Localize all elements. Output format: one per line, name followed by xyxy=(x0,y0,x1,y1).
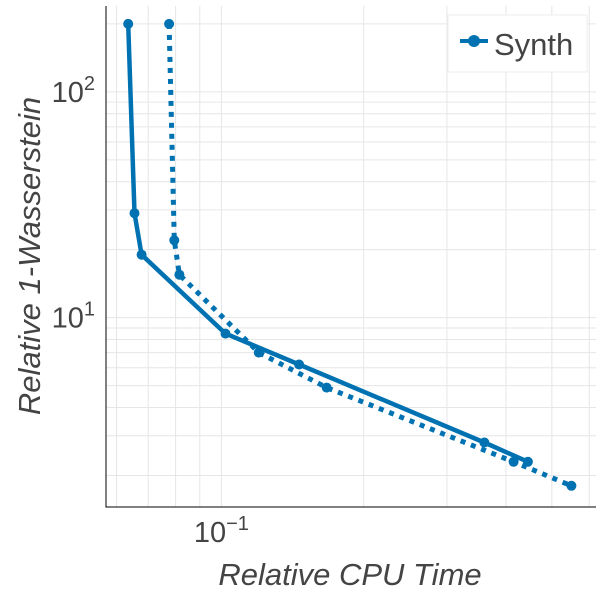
data-point xyxy=(169,235,180,246)
data-point xyxy=(136,249,147,260)
grid xyxy=(106,6,596,507)
data-point xyxy=(123,18,134,29)
y-tick-label: 102 xyxy=(52,73,95,109)
data-point xyxy=(253,347,264,358)
data-point xyxy=(220,328,231,339)
legend-marker-swatch xyxy=(468,35,480,47)
data-point xyxy=(174,269,185,280)
data-point xyxy=(479,437,490,448)
data-point xyxy=(294,359,305,370)
y-tick-label: 101 xyxy=(52,299,95,335)
tick-labels: 10−1 101 102 xyxy=(52,73,249,549)
axes xyxy=(105,6,596,508)
legend-label: Synth xyxy=(494,27,573,62)
series-solid xyxy=(123,18,533,467)
series-dotted xyxy=(164,18,577,491)
series-layer xyxy=(123,18,577,491)
data-point xyxy=(321,382,332,393)
data-point xyxy=(508,456,519,467)
data-point xyxy=(566,480,577,491)
y-axis-label: Relative 1-Wasserstein xyxy=(12,97,47,415)
series-line-solid xyxy=(125,23,529,464)
x-axis-label: Relative CPU Time xyxy=(218,557,481,592)
legend[interactable]: Synth xyxy=(447,14,588,73)
data-point xyxy=(164,18,175,29)
x-tick-label: 10−1 xyxy=(194,513,249,549)
series-line-dotted xyxy=(166,23,573,489)
data-point xyxy=(129,208,140,219)
